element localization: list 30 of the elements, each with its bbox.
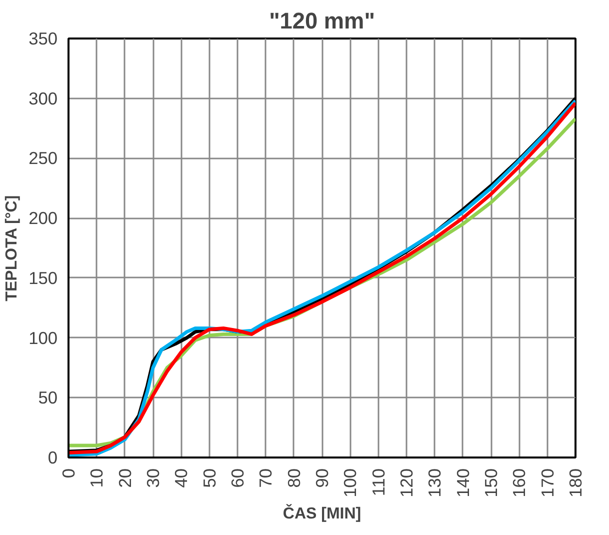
x-axis-title: ČAS [MIN] xyxy=(282,503,362,522)
x-tick-label: 110 xyxy=(368,468,388,496)
x-tick-label: 0 xyxy=(58,468,78,478)
y-tick-label: 200 xyxy=(28,208,58,228)
y-axis-title: TEPLOTA [°C] xyxy=(4,195,21,302)
x-tick-label: 130 xyxy=(424,468,445,498)
x-tick-label: 80 xyxy=(284,468,304,488)
y-tick-label: 150 xyxy=(28,268,58,288)
x-tick-label: 160 xyxy=(509,468,530,498)
chart-title: "120 mm" xyxy=(269,8,375,34)
y-tick-label: 50 xyxy=(38,388,58,408)
x-tick-label: 170 xyxy=(537,468,558,498)
y-tick-label: 100 xyxy=(28,328,58,348)
x-tick-label: 40 xyxy=(171,468,192,488)
x-tick-label: 180 xyxy=(566,468,586,498)
x-tick-label: 70 xyxy=(256,468,276,488)
x-tick-label: 30 xyxy=(143,468,163,488)
y-tick-label: 0 xyxy=(48,448,58,468)
x-tick-label: 50 xyxy=(199,468,220,488)
x-tick-label: 140 xyxy=(452,468,473,498)
x-tick-label: 10 xyxy=(86,468,107,488)
x-tick-label: 90 xyxy=(312,468,332,488)
x-tick-label: 120 xyxy=(396,468,416,498)
x-tick-label: 20 xyxy=(114,468,135,488)
x-tick-label: 100 xyxy=(340,468,360,498)
y-tick-label: 350 xyxy=(28,28,58,48)
y-tick-label: 300 xyxy=(28,88,58,108)
x-tick-label: 60 xyxy=(228,468,248,488)
x-tick-label: 150 xyxy=(481,468,501,498)
y-tick-label: 250 xyxy=(28,148,58,168)
